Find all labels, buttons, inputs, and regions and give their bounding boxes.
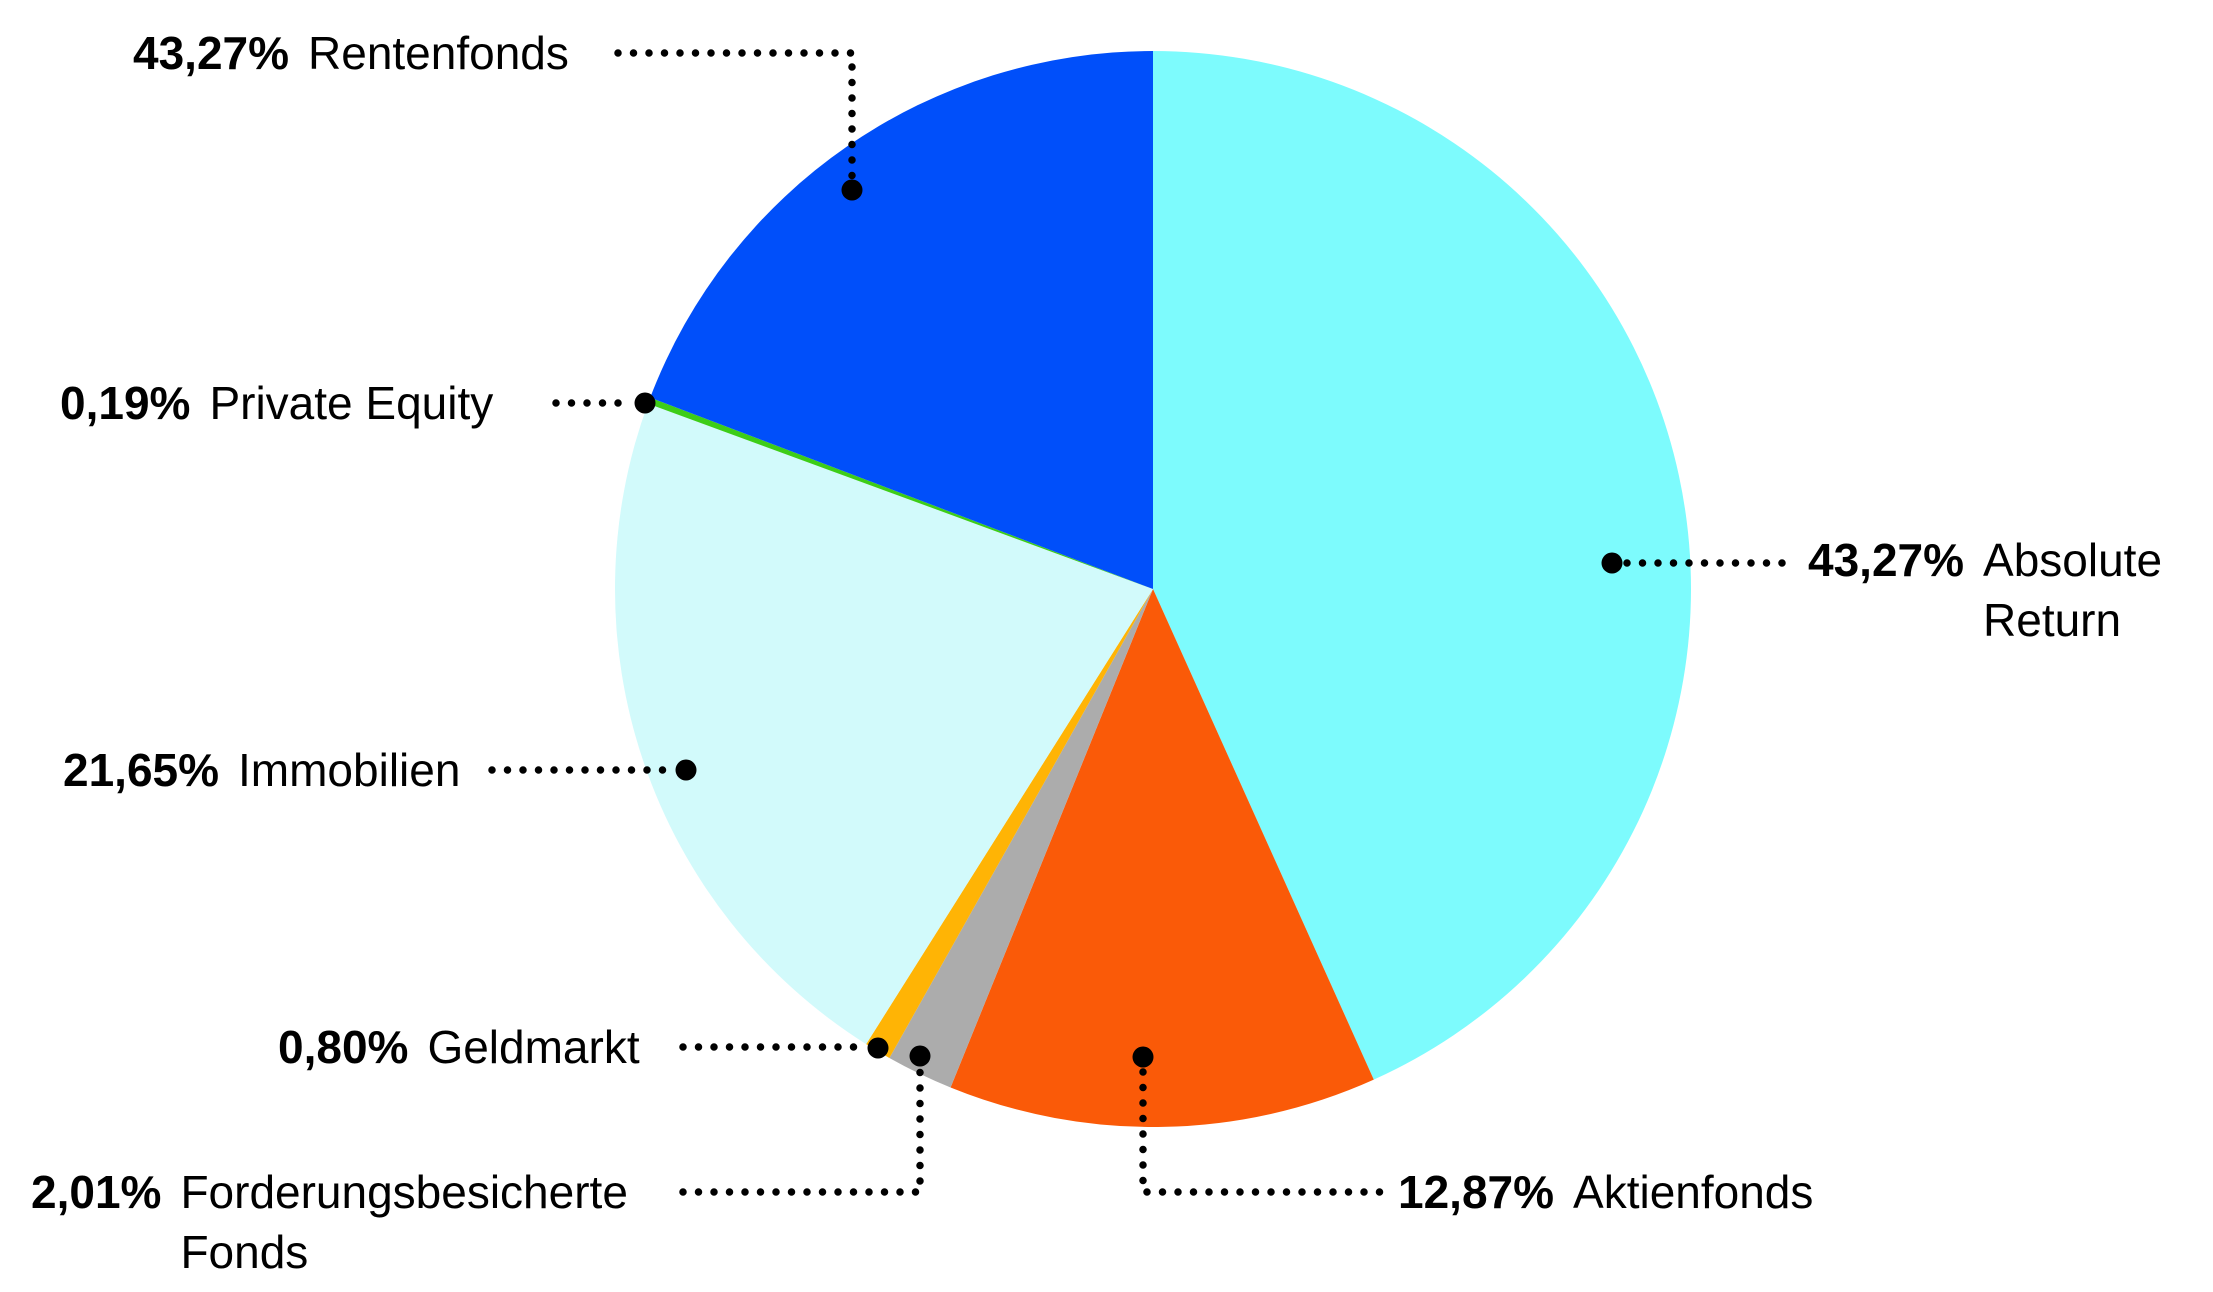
pie-slice-absolute-return [1153,51,1691,1080]
label-private-equity-name: Private Equity [209,377,494,429]
leader-line-forderungsbesicherte-fonds [679,1067,924,1196]
label-immobilien-name: Immobilien [238,744,461,796]
label-rentenfonds-percent: 43,27% [133,27,290,79]
label-forderungsbesicherte-fonds-name: Forderungsbesicherte Fonds [180,1166,628,1278]
leader-dot-rentenfonds [841,179,863,201]
leader-dot-forderungsbesicherte-fonds [909,1045,931,1067]
label-rentenfonds: 43,27% Rentenfonds [133,23,569,83]
label-geldmarkt: 0,80% Geldmarkt [278,1017,640,1077]
label-aktienfonds-name: Aktienfonds [1573,1166,1814,1218]
label-immobilien-percent: 21,65% [63,744,220,796]
leader-dot-immobilien [675,759,697,781]
pie-slice-private-equity [647,397,1153,589]
label-rentenfonds-name: Rentenfonds [308,27,569,79]
pie-slice-immobilien [614,403,1153,1045]
label-absolute-return: 43,27% Absolute Return [1808,530,2162,650]
label-geldmarkt-percent: 0,80% [278,1021,409,1073]
leader-dot-absolute-return [1601,552,1623,574]
leader-dot-geldmarkt [867,1037,889,1059]
label-forderungsbesicherte-fonds: 2,01% Forderungsbesicherte Fonds [31,1162,628,1282]
leader-line-aktienfonds [1139,1068,1386,1196]
pie-slice-rentenfonds [650,51,1153,589]
label-geldmarkt-name: Geldmarkt [427,1021,640,1073]
label-absolute-return-percent: 43,27% [1808,534,1965,586]
label-aktienfonds: 12,87% Aktienfonds [1398,1162,1813,1222]
label-forderungsbesicherte-fonds-percent: 2,01% [31,1166,162,1218]
leader-dot-aktienfonds [1132,1046,1154,1068]
label-immobilien: 21,65% Immobilien [63,740,460,800]
label-private-equity-percent: 0,19% [60,377,191,429]
pie-slice-aktienfonds [950,589,1374,1127]
label-aktienfonds-percent: 12,87% [1398,1166,1555,1218]
pie-slice-geldmarkt [866,589,1153,1058]
leader-dot-private-equity [634,392,656,414]
label-absolute-return-name: Absolute Return [1983,534,2163,646]
label-private-equity: 0,19% Private Equity [60,373,493,433]
leader-line-rentenfonds [614,49,856,180]
pie-slice-forderungsbesicherte-fonds [889,589,1153,1088]
